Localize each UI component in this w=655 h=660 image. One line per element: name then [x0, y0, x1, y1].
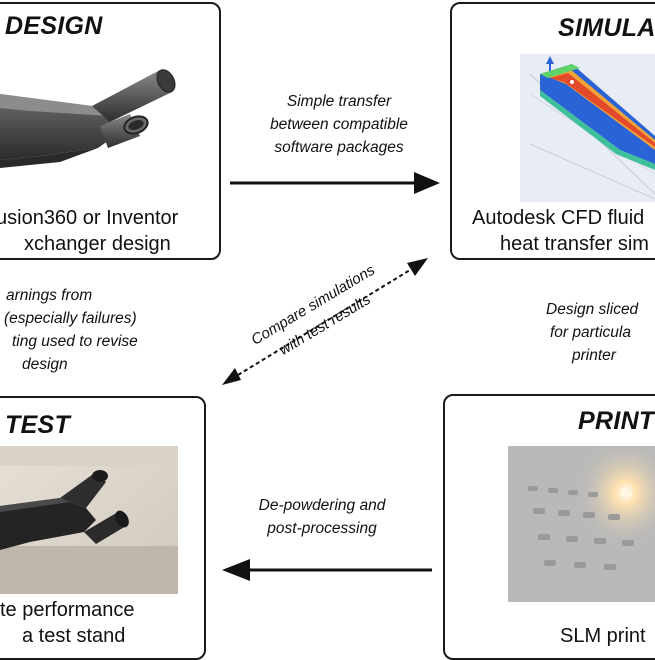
- flow-label-print-to-test: De-powdering and post-processing: [232, 494, 412, 540]
- flow-label-line: software packages: [274, 139, 404, 156]
- design-cad-image: [0, 56, 215, 206]
- stage-title-design: DESIGN: [5, 12, 103, 40]
- flow-label-design-to-simulate: Simple transfer between compatible softw…: [244, 90, 434, 159]
- flow-label-line: Simple transfer: [286, 93, 392, 110]
- flow-label-line: printer: [572, 347, 616, 364]
- flow-label-line: Design sliced: [546, 301, 639, 318]
- flow-label-line: arnings from: [6, 287, 93, 304]
- test-caption-line-1: te performance: [0, 599, 135, 621]
- flow-label-line: design: [22, 356, 68, 373]
- design-caption-line-2: xchanger design: [24, 233, 171, 255]
- print-slm-image: [508, 446, 655, 602]
- flow-label-simulate-to-print: Design sliced for particula printer: [546, 298, 638, 367]
- simulate-caption-line-1: Autodesk CFD fluid: [472, 207, 645, 229]
- flow-label-line: for particula: [550, 324, 631, 341]
- simulate-cfd-image: [520, 54, 655, 202]
- flow-label-line: between compatible: [270, 116, 408, 133]
- test-caption-line-2: a test stand: [22, 625, 126, 647]
- simulate-caption-line-2: heat transfer sim: [500, 233, 649, 255]
- flow-label-test-to-design: arnings from (especially failures) ting …: [0, 284, 138, 376]
- flow-label-line: De-powdering and: [258, 497, 386, 514]
- stage-title-simulate: SIMULA: [558, 14, 655, 42]
- arrow-print-to-test: [222, 559, 432, 581]
- test-stand-image: [0, 446, 178, 594]
- arrow-design-to-simulate: [230, 172, 440, 194]
- flow-label-line: post-processing: [267, 520, 377, 537]
- print-caption-line-1: SLM print: [560, 625, 646, 647]
- design-caption-line-1: usion360 or Inventor: [0, 207, 179, 229]
- stage-title-print: PRINT: [578, 407, 655, 435]
- flow-label-line: ting used to revise: [12, 333, 138, 350]
- flow-label-line: (especially failures): [4, 310, 137, 327]
- flow-label-compare: Compare simulations with test results: [234, 252, 403, 379]
- stage-title-test: TEST: [5, 411, 71, 439]
